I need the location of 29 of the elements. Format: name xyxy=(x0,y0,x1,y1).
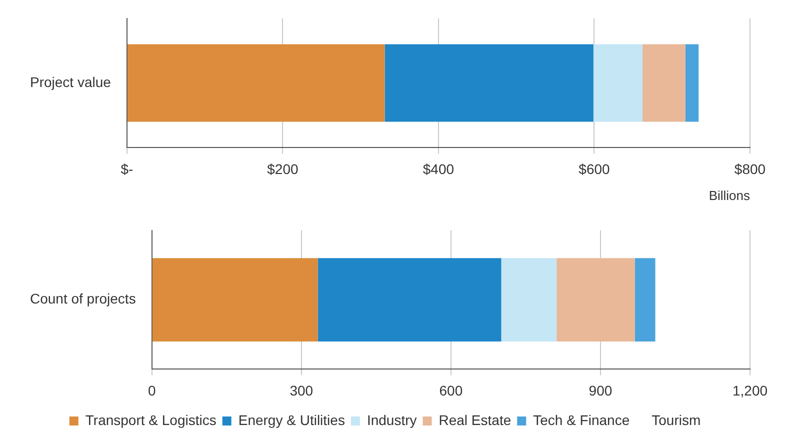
bar xyxy=(318,258,502,342)
x-tick-label: 900 xyxy=(588,382,612,398)
x-tick-label: $200 xyxy=(267,160,298,177)
bar xyxy=(556,258,635,342)
bar xyxy=(152,258,318,342)
bar xyxy=(384,44,594,122)
bar xyxy=(501,258,557,342)
x-tick-label: 1,200 xyxy=(732,382,768,398)
bar xyxy=(685,44,699,122)
x-tick-label: 0 xyxy=(148,382,156,398)
x-axis-title: Billions xyxy=(708,188,750,203)
y-tick-label: Count of projects xyxy=(30,290,136,307)
bar xyxy=(127,44,385,122)
bar xyxy=(634,258,656,342)
x-tick-label: $400 xyxy=(422,160,454,177)
legend-label: Real Estate xyxy=(438,412,512,428)
text: Tourism xyxy=(652,412,701,428)
x-tick-label: $600 xyxy=(578,160,610,177)
x-tick-label: $800 xyxy=(734,160,766,177)
bar xyxy=(642,44,686,122)
legend-label: Industry xyxy=(366,412,417,428)
legend-label: Transport & Logistics xyxy=(85,412,216,428)
x-tick-label: 600 xyxy=(439,382,463,398)
legend-label: Energy & Utilities xyxy=(238,412,345,428)
legend-label: Tech & Finance xyxy=(533,412,630,428)
x-tick-label: 300 xyxy=(290,382,314,398)
x-tick-label: $- xyxy=(120,160,134,177)
y-tick-label: Project value xyxy=(30,74,112,90)
bar xyxy=(593,44,643,122)
